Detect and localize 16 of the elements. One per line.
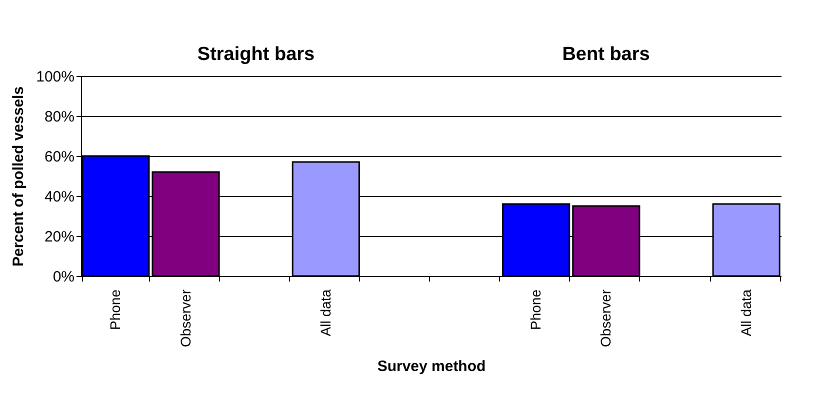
x-tick-label: Observer: [598, 289, 614, 348]
x-axis-title: Survey method: [377, 358, 486, 376]
y-tick-label: 20%: [44, 228, 74, 246]
x-tick-label: Phone: [107, 289, 124, 330]
text: Bent bars: [562, 44, 650, 65]
y-tick-label: 100%: [36, 68, 74, 86]
y-tick-label: 60%: [44, 148, 74, 166]
y-tick-label: 40%: [44, 188, 74, 206]
y-tick-label: 80%: [44, 108, 74, 126]
x-tick-label: Phone: [528, 289, 544, 330]
y-tick-label: 0%: [52, 268, 74, 286]
x-tick-label: All data: [738, 289, 754, 336]
x-tick-label: Observer: [177, 289, 194, 348]
y-axis-title: Percent of polled vessels: [10, 86, 28, 267]
x-tick-label: All data: [317, 289, 334, 336]
text: Straight bars: [197, 44, 315, 65]
